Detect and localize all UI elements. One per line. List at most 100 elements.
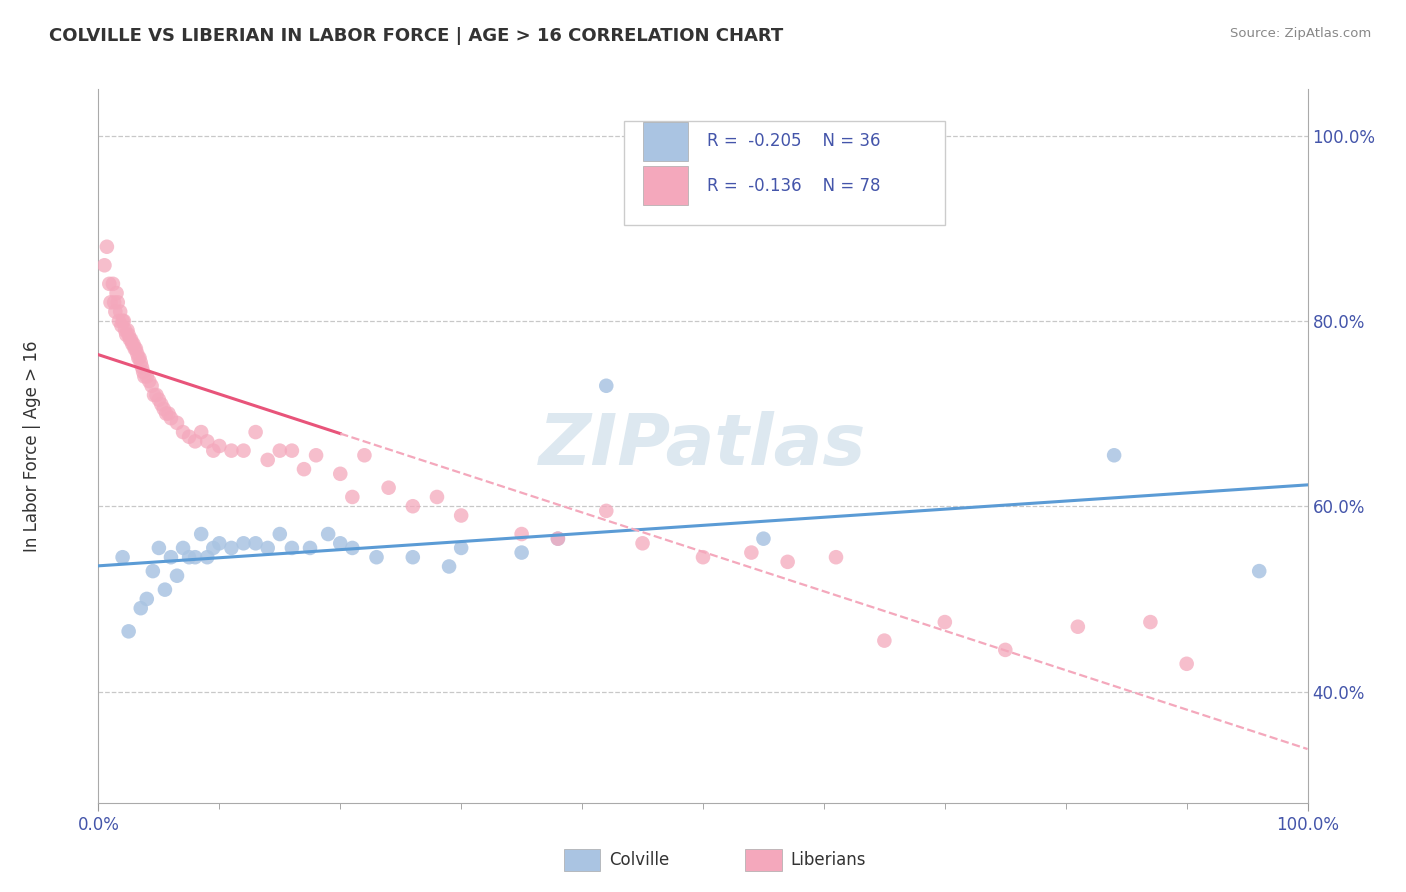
Point <box>776 555 799 569</box>
Point <box>1102 448 1125 462</box>
Point <box>329 467 352 481</box>
Point <box>342 490 364 504</box>
Point <box>103 295 125 310</box>
Point <box>160 411 183 425</box>
Point <box>111 550 134 565</box>
Point <box>153 582 176 597</box>
Point <box>195 434 218 449</box>
Point <box>135 591 157 606</box>
Point <box>692 550 714 565</box>
Point <box>131 360 153 375</box>
Point <box>202 541 225 555</box>
Point <box>135 369 157 384</box>
Point <box>190 527 212 541</box>
Point <box>305 448 328 462</box>
Point <box>281 541 304 555</box>
Point <box>752 532 775 546</box>
Point <box>426 490 449 504</box>
Text: Colville: Colville <box>609 851 669 869</box>
Point <box>994 643 1017 657</box>
Point <box>510 545 533 559</box>
Point <box>934 615 956 629</box>
Point <box>172 541 194 555</box>
Point <box>122 337 145 351</box>
Point <box>98 277 121 291</box>
Point <box>127 346 149 360</box>
Point <box>353 448 375 462</box>
Point <box>547 532 569 546</box>
Point <box>402 500 425 514</box>
Point <box>342 541 364 555</box>
Point <box>134 369 156 384</box>
Point <box>190 425 212 439</box>
Point <box>143 388 166 402</box>
Point <box>1249 564 1271 578</box>
Point <box>221 541 243 555</box>
Point <box>152 401 174 416</box>
Point <box>269 527 291 541</box>
Point <box>129 601 152 615</box>
Point <box>873 633 896 648</box>
Point <box>108 304 131 318</box>
Point <box>825 550 848 565</box>
Bar <box>643 121 689 161</box>
Point <box>111 314 134 328</box>
Point <box>104 304 127 318</box>
Point <box>132 365 155 379</box>
Point <box>1175 657 1198 671</box>
Bar <box>643 166 689 205</box>
Point <box>150 397 173 411</box>
Point <box>160 550 183 565</box>
Point <box>138 374 160 388</box>
Point <box>1067 620 1090 634</box>
Point <box>179 430 201 444</box>
Point <box>377 481 399 495</box>
Point <box>631 536 654 550</box>
Point <box>118 327 141 342</box>
Point <box>100 295 122 310</box>
Point <box>155 407 177 421</box>
Point <box>157 407 180 421</box>
Point <box>1139 615 1161 629</box>
Point <box>124 342 146 356</box>
Point <box>166 568 188 582</box>
Point <box>128 351 150 365</box>
Point <box>269 443 291 458</box>
Point <box>110 318 132 333</box>
Point <box>595 378 617 392</box>
Point <box>740 545 762 559</box>
Point <box>281 443 304 458</box>
Point <box>510 527 533 541</box>
Text: Liberians: Liberians <box>790 851 866 869</box>
Point <box>112 314 135 328</box>
Point <box>208 439 231 453</box>
Point <box>450 541 472 555</box>
Point <box>202 443 225 458</box>
Point <box>127 351 149 365</box>
Point <box>184 434 207 449</box>
Point <box>129 355 152 369</box>
Point <box>148 541 170 555</box>
Text: COLVILLE VS LIBERIAN IN LABOR FORCE | AGE > 16 CORRELATION CHART: COLVILLE VS LIBERIAN IN LABOR FORCE | AG… <box>49 27 783 45</box>
Point <box>232 443 254 458</box>
FancyBboxPatch shape <box>624 121 945 225</box>
Point <box>256 453 278 467</box>
Point <box>101 277 124 291</box>
Point <box>329 536 352 550</box>
Point <box>595 504 617 518</box>
Text: Source: ZipAtlas.com: Source: ZipAtlas.com <box>1230 27 1371 40</box>
Point <box>195 550 218 565</box>
Point <box>166 416 188 430</box>
Point <box>179 550 201 565</box>
Point <box>117 323 139 337</box>
Point <box>93 258 115 272</box>
Point <box>118 624 141 639</box>
Text: In Labor Force | Age > 16: In Labor Force | Age > 16 <box>22 340 41 552</box>
Point <box>114 323 136 337</box>
Bar <box>745 849 782 871</box>
Point <box>402 550 425 565</box>
Point <box>450 508 472 523</box>
Text: R =  -0.205    N = 36: R = -0.205 N = 36 <box>707 132 880 150</box>
Point <box>172 425 194 439</box>
Point <box>120 333 142 347</box>
